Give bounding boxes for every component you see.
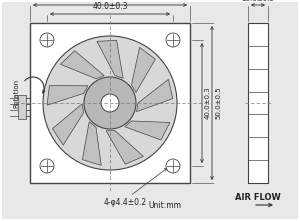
Text: 50.0±0.5: 50.0±0.5 [92,0,128,2]
Polygon shape [52,104,84,145]
Text: AIR FLOW: AIR FLOW [235,193,281,202]
Circle shape [166,159,180,173]
Polygon shape [47,86,88,105]
Circle shape [84,77,136,129]
Text: 10.0±0.5: 10.0±0.5 [242,0,274,2]
Circle shape [166,33,180,47]
Circle shape [101,94,119,112]
Text: 40.0±0.3: 40.0±0.3 [205,87,211,119]
Bar [30,23,190,183]
Text: Unit:mm: Unit:mm [148,201,182,210]
Text: 50.0±0.5: 50.0±0.5 [215,87,221,119]
Polygon shape [131,47,155,93]
Bar [18,95,26,119]
Text: 4-φ4.4±0.2: 4-φ4.4±0.2 [103,198,147,207]
Polygon shape [125,121,170,140]
Polygon shape [60,51,104,79]
Bar [248,23,268,183]
Circle shape [43,36,177,170]
Text: Rotation: Rotation [13,78,19,108]
Polygon shape [136,79,173,112]
Text: 40.0±0.3: 40.0±0.3 [92,2,128,11]
Polygon shape [82,122,101,165]
Polygon shape [106,131,143,164]
Circle shape [40,33,54,47]
Polygon shape [97,40,123,78]
Circle shape [40,159,54,173]
